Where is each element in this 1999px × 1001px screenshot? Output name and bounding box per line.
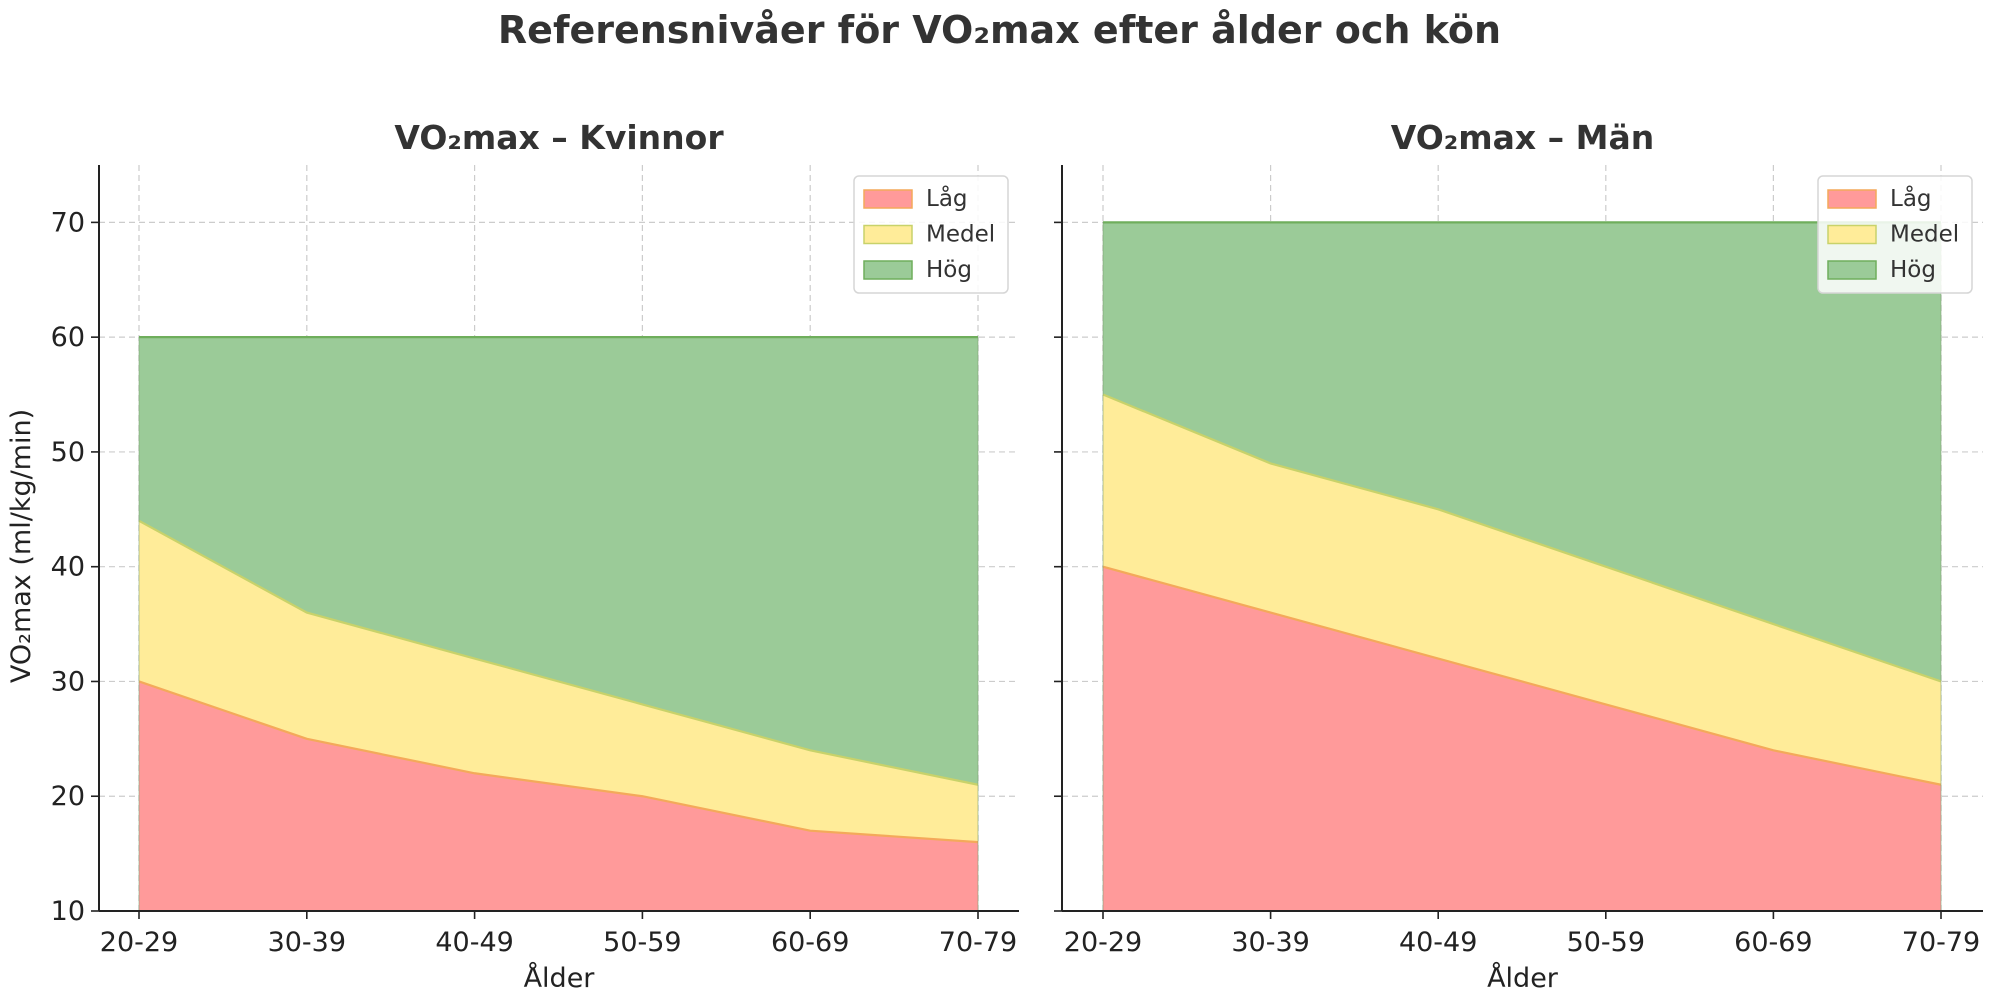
x-tick-label: 20-29 (100, 927, 178, 958)
y-tick-label: 60 (51, 322, 85, 353)
area-medium (1103, 394, 1941, 785)
legend-swatch-low (863, 189, 913, 209)
legend-label: Medel (1890, 222, 1959, 248)
y-tick-label: 30 (51, 666, 85, 697)
legend-swatch-high (1827, 260, 1877, 280)
y-tick-label: 40 (51, 552, 85, 583)
legend-label: Medel (926, 222, 995, 248)
legend: Låg Medel Hög (853, 175, 1009, 294)
x-tick-label: 40-49 (1399, 927, 1477, 958)
x-axis-label: Ålder (1487, 962, 1559, 994)
legend-label: Hög (926, 257, 972, 283)
y-axis-label: VO₂max (ml/kg/min) (6, 409, 37, 683)
legend-swatch-medium (863, 224, 913, 245)
x-tick-label: 50-59 (603, 927, 681, 958)
x-axis-label: Ålder (524, 962, 596, 994)
x-tick-label: 70-79 (1902, 927, 1980, 958)
x-tick-label: 50-59 (1567, 927, 1645, 958)
area-high (1103, 222, 1941, 682)
x-tick-label: 60-69 (771, 927, 849, 958)
chart-panel-men: 20-29 30-39 40-49 50-59 60-69 70-79 Ålder VO₂ma… (1054, 118, 1983, 994)
chart-panel-women: 10 20 30 40 50 60 70 20-29 30-39 40-49 50-59 60-69 7… (6, 118, 1019, 994)
y-tick-label: 20 (51, 781, 85, 812)
x-tick-label: 70-79 (939, 927, 1017, 958)
y-tick-label: 50 (51, 437, 85, 468)
x-tick-label: 40-49 (435, 927, 513, 958)
panel-title: VO₂max – Män (1391, 118, 1654, 157)
area-low-edge (1102, 565, 1942, 786)
x-tick-label: 30-39 (268, 927, 346, 958)
legend-swatch-low (1827, 189, 1877, 209)
legend-swatch-medium (1827, 224, 1877, 245)
legend: Låg Medel Hög (1817, 175, 1973, 294)
y-tick-label: 10 (51, 896, 85, 927)
area-medium-edge (138, 519, 979, 786)
figure-title: Referensnivåer för VO₂max efter ålder oc… (497, 8, 1502, 52)
x-tick-label: 20-29 (1064, 927, 1142, 958)
panel-title: VO₂max – Kvinnor (394, 118, 724, 157)
area-low (139, 681, 978, 911)
legend-label: Låg (926, 184, 968, 212)
area-low-edge (138, 680, 979, 844)
area-medium-edge (1102, 393, 1942, 683)
area-low (1103, 566, 1941, 911)
y-tick-label: 70 (51, 207, 85, 238)
legend-label: Hög (1890, 257, 1936, 283)
area-high (139, 337, 978, 785)
x-tick-label: 30-39 (1231, 927, 1309, 958)
legend-swatch-high (863, 260, 913, 280)
x-tick-label: 60-69 (1734, 927, 1812, 958)
legend-label: Låg (1890, 184, 1932, 212)
